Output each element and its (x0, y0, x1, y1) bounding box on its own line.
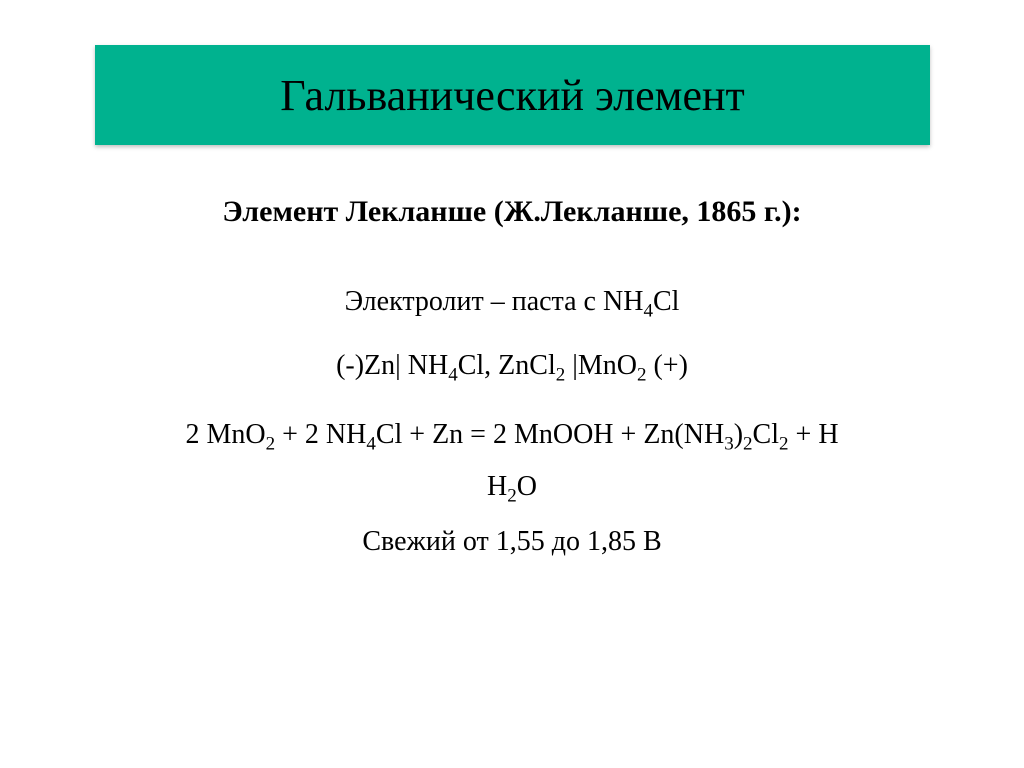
slide-content: Элемент Лекланше (Ж.Лекланше, 1865 г.): … (30, 195, 994, 585)
eq-p2: + 2 NH (275, 419, 366, 450)
voltage-high: 1,85 (587, 526, 636, 557)
eq-s2: 4 (366, 434, 376, 455)
voltage-prefix: Свежий от (362, 526, 495, 557)
cell-t1: Cl, ZnCl (458, 350, 556, 381)
cell-close: (+) (646, 350, 687, 381)
heading-prefix: Элемент Лекланше (Ж.Лекланше, (222, 195, 696, 228)
cell-t2: |MnO (565, 350, 637, 381)
eq-p1: 2 MnO (185, 419, 265, 450)
slide-title-bar: Гальванический элемент (95, 45, 930, 145)
electrolyte-tail: Cl (653, 286, 679, 317)
voltage-mid: до (545, 526, 587, 557)
voltage-low: 1,55 (496, 526, 545, 557)
heading-year: 1865 (696, 195, 756, 228)
voltage-unit: В (636, 526, 662, 557)
electrolyte-line: Электролит – паста с NH4Cl (30, 281, 994, 323)
cell-s1: 4 (448, 365, 458, 386)
eq-s4: 2 (743, 434, 753, 455)
eq-p7: O (517, 471, 537, 502)
electrolyte-label: Электролит – паста с NH (345, 286, 644, 317)
eq-p6b: H (487, 471, 507, 502)
eq-p6: + H (789, 419, 839, 450)
eq-p5: Cl (753, 419, 779, 450)
slide-title: Гальванический элемент (280, 70, 745, 121)
heading-suffix: г.): (756, 195, 801, 228)
eq-s1: 2 (266, 434, 276, 455)
equation-line: 2 MnO2 + 2 NH4Cl + Zn = 2 MnOOH + Zn(NH3… (30, 409, 994, 513)
electrolyte-sub: 4 (643, 301, 653, 322)
eq-p3: Cl + Zn = 2 MnOOH + Zn(NH (376, 419, 724, 450)
cell-s2: 2 (556, 365, 566, 386)
eq-p4: ) (734, 419, 743, 450)
content-heading: Элемент Лекланше (Ж.Лекланше, 1865 г.): (30, 195, 994, 229)
cell-notation-line: (-)Zn| NH4Cl, ZnCl2 |MnO2 (+) (30, 345, 994, 387)
eq-s6: 2 (507, 485, 517, 506)
voltage-line: Свежий от 1,55 до 1,85 В (30, 521, 994, 563)
cell-open: (-)Zn| NH (336, 350, 448, 381)
eq-s3: 3 (724, 434, 734, 455)
eq-s5: 2 (779, 434, 789, 455)
